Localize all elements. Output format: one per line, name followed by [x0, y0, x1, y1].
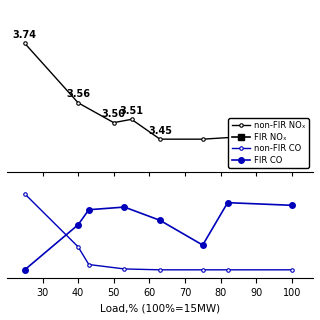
FIR CO: [158, 219, 162, 222]
non-FIR CO: [23, 192, 27, 196]
Text: 1.62: 1.62: [0, 319, 1, 320]
non-FIR CO: [201, 268, 204, 272]
FIR CO: [123, 205, 126, 209]
Text: 1.76: 1.76: [0, 319, 1, 320]
non-FIR NOₓ: [76, 101, 80, 105]
Line: non-FIR NOₓ: non-FIR NOₓ: [23, 42, 293, 141]
FIR CO: [23, 268, 27, 272]
Text: 3.74: 3.74: [13, 30, 37, 40]
Text: 1.49: 1.49: [0, 319, 1, 320]
FIR NOₓ: [201, 312, 204, 316]
non-FIR NOₓ: [23, 41, 27, 45]
non-FIR NOₓ: [201, 137, 204, 141]
FIR CO: [76, 223, 80, 227]
Text: 3.56: 3.56: [66, 89, 90, 99]
Text: 3.46: 3.46: [244, 122, 268, 132]
non-FIR NOₓ: [158, 137, 162, 141]
Text: 3.45: 3.45: [148, 126, 172, 136]
non-FIR CO: [158, 268, 162, 272]
FIR CO: [290, 204, 294, 207]
non-FIR CO: [290, 268, 294, 272]
Text: 3.50: 3.50: [102, 109, 126, 119]
non-FIR CO: [87, 263, 91, 267]
X-axis label: Load,% (100%=15MW): Load,% (100%=15MW): [100, 303, 220, 313]
non-FIR CO: [76, 245, 80, 249]
non-FIR NOₓ: [130, 117, 133, 121]
non-FIR NOₓ: [290, 134, 294, 138]
Text: 1.69: 1.69: [0, 319, 1, 320]
FIR CO: [226, 201, 229, 204]
FIR CO: [201, 243, 204, 247]
Text: 1.72: 1.72: [0, 319, 1, 320]
non-FIR CO: [226, 268, 229, 272]
Line: FIR NOₓ: FIR NOₓ: [22, 312, 294, 320]
Text: 3.51: 3.51: [120, 106, 144, 116]
non-FIR NOₓ: [254, 134, 258, 138]
Line: FIR CO: FIR CO: [22, 200, 294, 273]
Text: 2.92: 2.92: [0, 319, 1, 320]
Text: 1.72: 1.72: [0, 319, 1, 320]
non-FIR NOₓ: [112, 121, 116, 124]
non-FIR CO: [123, 267, 126, 271]
Line: non-FIR CO: non-FIR CO: [23, 192, 293, 272]
Legend: non-FIR NOₓ, FIR NOₓ, non-FIR CO, FIR CO: non-FIR NOₓ, FIR NOₓ, non-FIR CO, FIR CO: [228, 118, 309, 168]
FIR CO: [87, 208, 91, 212]
